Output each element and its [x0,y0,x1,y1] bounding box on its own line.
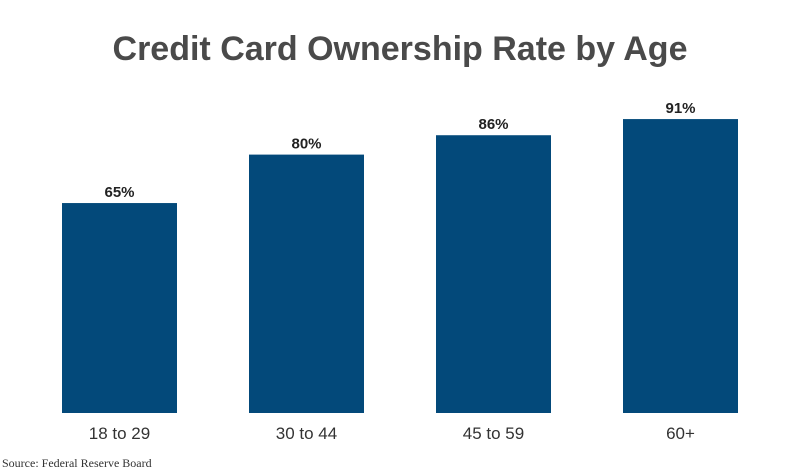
value-label-4: 91% [665,100,695,117]
bar-1 [62,203,177,413]
value-label-3: 86% [478,116,508,133]
value-label-2: 80% [291,136,321,153]
category-label-2: 30 to 44 [276,424,337,443]
chart-title: Credit Card Ownership Rate by Age [112,30,688,68]
bar-4 [623,119,738,413]
bar-3 [436,135,551,413]
value-label-1: 65% [104,184,134,201]
source-note: Source: Federal Reserve Board [2,456,152,470]
bar-2 [249,154,364,413]
category-label-3: 45 to 59 [463,424,524,443]
category-label-1: 18 to 29 [89,424,150,443]
category-label-4: 60+ [666,424,695,443]
